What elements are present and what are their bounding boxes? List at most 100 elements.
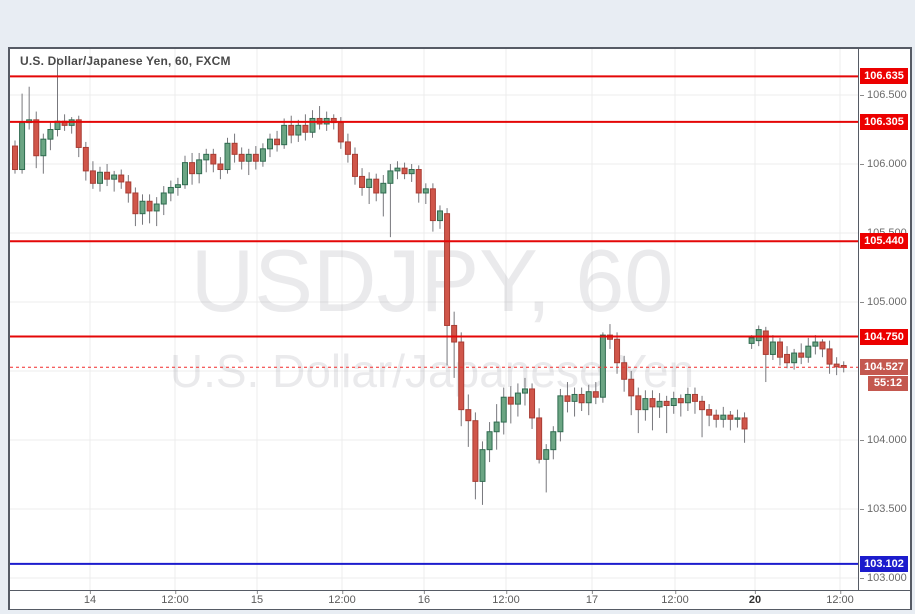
candle-down xyxy=(826,348,833,365)
candle-down xyxy=(564,395,571,402)
price-level-badge: 103.102 xyxy=(860,555,908,572)
time-tick-label: 17 xyxy=(586,591,598,606)
candle-up xyxy=(139,200,146,215)
candle-down xyxy=(429,188,436,222)
candle-up xyxy=(684,393,691,404)
candle-down xyxy=(635,395,642,411)
candle-up xyxy=(500,396,507,423)
candle-up xyxy=(493,421,500,433)
time-tick-label: 12:00 xyxy=(661,591,689,606)
candle-down xyxy=(125,181,132,194)
candle-down xyxy=(33,119,40,157)
candle-up xyxy=(550,431,557,451)
tick-mark xyxy=(860,163,864,165)
candle-down xyxy=(741,417,748,430)
candle-up xyxy=(366,178,373,188)
candle-up xyxy=(656,400,663,408)
candle-up xyxy=(422,188,429,194)
candle-down xyxy=(465,409,472,422)
bar-countdown-badge: 55:12 xyxy=(868,376,908,392)
candle-down xyxy=(337,122,344,143)
tick-mark xyxy=(755,591,756,594)
candle-up xyxy=(599,334,606,398)
candle-up xyxy=(259,148,266,162)
tick-mark xyxy=(90,591,91,594)
candle-down xyxy=(536,417,543,460)
time-axis[interactable]: 14 12:00 15 12:00 16 12:00 17 12:00 20 12:00 xyxy=(10,590,910,609)
candle-up xyxy=(19,122,26,171)
candle-down xyxy=(75,119,82,148)
time-tick-label: 16 xyxy=(418,591,430,606)
symbol-watermark: USDJPY, 60 xyxy=(191,231,674,330)
time-tick-label: 12:00 xyxy=(826,591,854,606)
candle-down xyxy=(529,388,536,419)
candle-down xyxy=(238,153,245,162)
candle-down xyxy=(274,138,281,146)
price-tick-label: 105.000 xyxy=(860,296,907,308)
candle-down xyxy=(784,353,791,364)
candle-up xyxy=(791,352,798,364)
candle-down xyxy=(146,200,153,212)
candle-up xyxy=(557,395,564,433)
candle-down xyxy=(713,414,720,420)
tick-mark xyxy=(675,591,676,594)
candle-down xyxy=(444,213,451,326)
tick-mark xyxy=(424,591,425,594)
candle-down xyxy=(373,178,380,194)
tick-mark xyxy=(860,232,864,234)
candle-down xyxy=(118,174,125,183)
candle-down xyxy=(706,409,713,416)
candle-down xyxy=(691,393,698,402)
candle-down xyxy=(189,162,196,175)
candle-down xyxy=(288,124,295,136)
candle-down xyxy=(727,414,734,420)
candle-up xyxy=(40,138,47,157)
candle-up xyxy=(245,153,252,162)
candle-up xyxy=(514,392,521,405)
candle-up xyxy=(153,203,160,212)
candle-up xyxy=(479,449,486,482)
candle-up xyxy=(380,182,387,194)
candle-up xyxy=(436,210,443,222)
candle-down xyxy=(840,364,847,368)
candle-down xyxy=(252,153,259,162)
time-tick-label: 14 xyxy=(84,591,96,606)
price-axis[interactable]: 106.500106.000105.500105.000104.000103.5… xyxy=(858,49,910,590)
time-tick-label: 12:00 xyxy=(161,591,189,606)
candle-up xyxy=(281,124,288,146)
candle-down xyxy=(592,391,599,398)
price-level-badge: 105.440 xyxy=(860,233,908,250)
candle-down xyxy=(628,378,635,397)
candle-up xyxy=(160,192,167,205)
tick-mark xyxy=(592,591,593,594)
time-tick-label: 20 xyxy=(749,591,761,606)
chart-plot-area[interactable]: USDJPY, 60 U.S. Dollar/Japanese Yen U.S. … xyxy=(10,49,858,590)
candle-down xyxy=(776,341,783,358)
candle-up xyxy=(642,398,649,411)
candle-up xyxy=(769,341,776,355)
candle-down xyxy=(12,145,18,171)
candle-down xyxy=(677,398,684,404)
candle-up xyxy=(111,174,118,180)
candle-up xyxy=(196,159,203,175)
price-tick-label: 103.500 xyxy=(860,503,907,515)
time-tick-label: 15 xyxy=(251,591,263,606)
candle-down xyxy=(833,363,840,368)
candle-down xyxy=(614,338,621,364)
tick-mark xyxy=(257,591,258,594)
candle-down xyxy=(359,175,366,188)
candle-down xyxy=(351,153,358,177)
candle-up xyxy=(181,162,188,186)
chart-legend[interactable]: U.S. Dollar/Japanese Yen, 60, FXCM xyxy=(20,54,231,68)
candle-down xyxy=(401,167,408,175)
candle-down xyxy=(82,146,89,172)
candle-up xyxy=(47,129,54,140)
symbol-name-watermark: U.S. Dollar/Japanese Yen xyxy=(170,345,694,397)
candle-down xyxy=(415,169,422,194)
candle-up xyxy=(734,417,741,420)
candle-up xyxy=(96,171,103,184)
candle-down xyxy=(798,352,805,358)
price-tick-label: 106.500 xyxy=(860,89,907,101)
candlestick-chart[interactable]: USDJPY, 60 U.S. Dollar/Japanese Yen xyxy=(10,49,858,590)
candle-up xyxy=(585,391,592,404)
